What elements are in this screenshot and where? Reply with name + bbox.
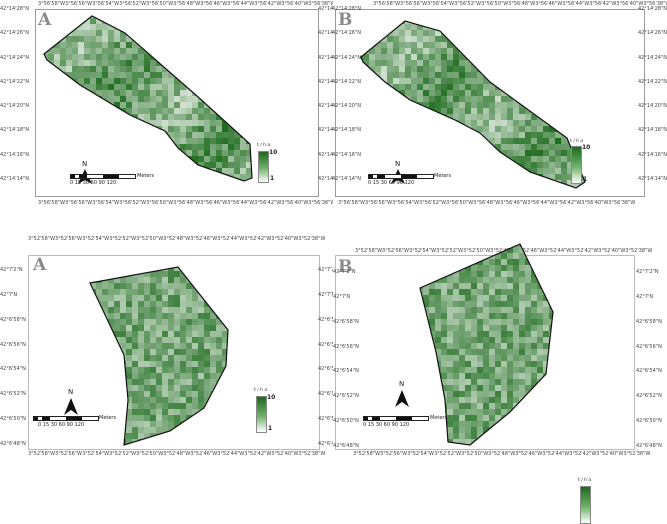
coordinate-tick-label: 3°56'48"W bbox=[173, 200, 200, 206]
legend-max-label: 10 bbox=[582, 144, 590, 151]
legend-min-label: 1 bbox=[583, 176, 587, 183]
north-arrow-icon bbox=[63, 398, 79, 416]
north-label: N bbox=[399, 380, 404, 388]
yield-legend-bar bbox=[571, 146, 582, 184]
legend-max-label: 10 bbox=[269, 149, 277, 156]
coordinate-tick-label: 3°52'42"W bbox=[569, 451, 596, 457]
coordinate-tick-label: 3°52'58"W bbox=[28, 451, 55, 457]
scale-bar-unit: Meters bbox=[99, 415, 116, 421]
north-label: N bbox=[68, 388, 73, 396]
coordinate-tick-label: 3°52'54"W bbox=[82, 451, 109, 457]
coordinate-tick-label: 3°52'46"W bbox=[190, 451, 217, 457]
yield-raster bbox=[333, 235, 667, 463]
coordinate-tick-label: 3°56'48"W bbox=[473, 200, 500, 206]
coordinate-tick-label: 3°56'40"W bbox=[281, 200, 308, 206]
coordinate-tick-label: 3°52'42"W bbox=[244, 451, 271, 457]
coordinate-tick-label: 3°52'52"W bbox=[109, 451, 136, 457]
coordinate-tick-label: 3°52'40"W bbox=[271, 451, 298, 457]
coordinate-tick-label: 3°52'46"W bbox=[515, 451, 542, 457]
yield-legend-bar bbox=[580, 486, 591, 524]
scale-bar-unit: Meters bbox=[434, 173, 451, 179]
coordinate-tick-label: 3°52'50"W bbox=[461, 451, 488, 457]
scale-bar bbox=[70, 174, 136, 179]
coordinate-tick-label: 3°52'44"W bbox=[217, 451, 244, 457]
scale-bar bbox=[33, 416, 99, 421]
coordinate-tick-label: 3°56'42"W bbox=[554, 200, 581, 206]
yield-legend-bar bbox=[256, 396, 267, 433]
coordinate-tick-label: 3°52'56"W bbox=[380, 451, 407, 457]
coordinate-tick-label: 3°52'38"W bbox=[298, 451, 325, 457]
scale-bar bbox=[363, 416, 429, 421]
scale-bar-labels: 0 15 30 60 90 120 bbox=[363, 422, 409, 428]
coordinate-tick-label: 3°56'58"W bbox=[38, 200, 65, 206]
coordinate-tick-label: 3°56'56"W bbox=[65, 200, 92, 206]
coordinate-tick-label: 3°56'40"W bbox=[581, 200, 608, 206]
coordinate-tick-label: 3°52'40"W bbox=[596, 451, 623, 457]
coordinate-tick-label: 3°52'56"W bbox=[55, 451, 82, 457]
scale-bar-labels: 0 15 30 60 90 120 bbox=[38, 422, 84, 428]
coordinate-tick-label: 3°52'44"W bbox=[542, 451, 569, 457]
coordinate-tick-label: 3°56'50"W bbox=[446, 200, 473, 206]
north-arrow-icon bbox=[394, 390, 410, 408]
coordinate-tick-label: 3°52'54"W bbox=[407, 451, 434, 457]
scale-bar-labels: 0 15 30 60 90 120 bbox=[70, 180, 116, 186]
yield-raster bbox=[0, 0, 330, 216]
coordinate-tick-label: 3°56'50"W bbox=[146, 200, 173, 206]
scale-bar bbox=[368, 174, 434, 179]
yield-legend-bar bbox=[258, 151, 269, 183]
coordinate-tick-label: 3°56'54"W bbox=[392, 200, 419, 206]
north-label: N bbox=[395, 160, 400, 168]
legend-max-label: 10 bbox=[267, 394, 275, 401]
legend-title: t / h a bbox=[254, 388, 267, 393]
north-label: N bbox=[82, 160, 87, 168]
coordinate-tick-label: 3°56'52"W bbox=[419, 200, 446, 206]
scale-bar-unit: Meters bbox=[137, 173, 154, 179]
legend-title: t / h a bbox=[578, 478, 591, 483]
coordinate-tick-label: 3°56'42"W bbox=[254, 200, 281, 206]
scale-bar-unit: Meters bbox=[430, 415, 447, 421]
coordinate-tick-label: 3°52'48"W bbox=[488, 451, 515, 457]
coordinate-tick-label: 3°56'54"W bbox=[92, 200, 119, 206]
coordinate-tick-label: 3°52'58"W bbox=[353, 451, 380, 457]
legend-min-label: 1 bbox=[270, 175, 274, 182]
field-yield-map bbox=[0, 0, 330, 212]
coordinate-tick-label: 3°52'38"W bbox=[623, 451, 650, 457]
coordinate-tick-label: 3°56'52"W bbox=[119, 200, 146, 206]
coordinate-tick-label: 3°56'58"W bbox=[338, 200, 365, 206]
coordinate-tick-label: 3°52'48"W bbox=[163, 451, 190, 457]
legend-title: t / h a bbox=[257, 143, 270, 148]
coordinate-tick-label: 3°52'50"W bbox=[136, 451, 163, 457]
coordinate-tick-label: 3°56'46"W bbox=[500, 200, 527, 206]
coordinate-tick-label: 3°56'38"W bbox=[308, 200, 335, 206]
coordinate-tick-label: 3°56'46"W bbox=[200, 200, 227, 206]
coordinate-tick-label: 3°56'38"W bbox=[608, 200, 635, 206]
legend-min-label: 1 bbox=[268, 425, 272, 432]
coordinate-tick-label: 3°56'56"W bbox=[365, 200, 392, 206]
coordinate-tick-label: 3°56'44"W bbox=[227, 200, 254, 206]
coordinate-tick-label: 3°56'44"W bbox=[527, 200, 554, 206]
coordinate-tick-label: 3°52'52"W bbox=[434, 451, 461, 457]
scale-bar-labels: 0 15 30 60 90 120 bbox=[368, 180, 414, 186]
